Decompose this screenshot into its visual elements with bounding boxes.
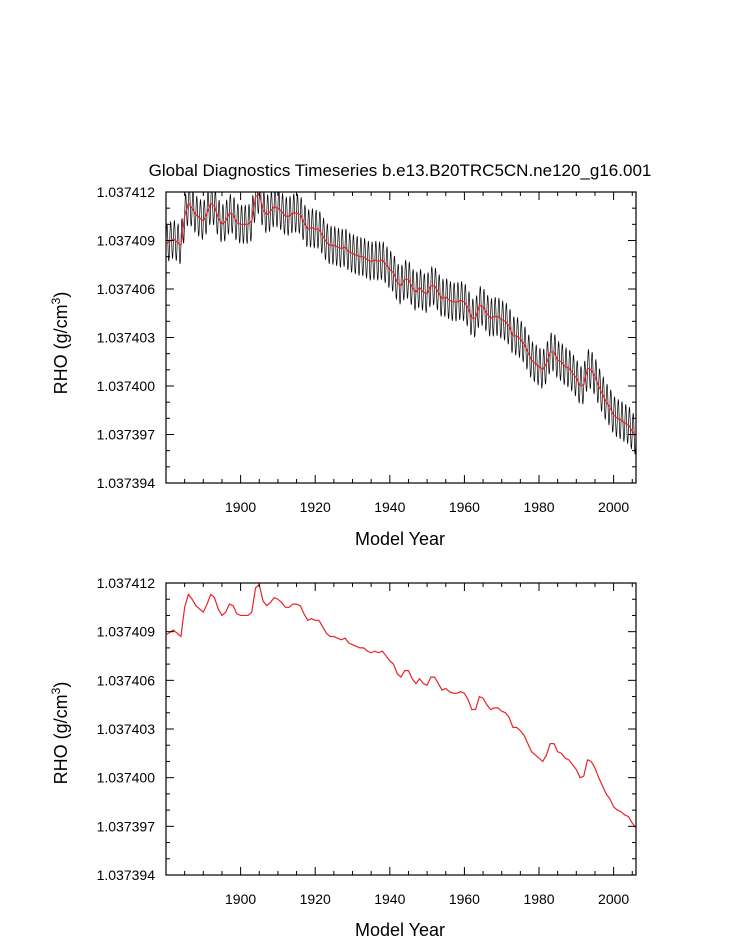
x-tick-label: 1900 <box>225 891 256 907</box>
top-annual-line <box>166 192 636 437</box>
bottom-y-axis-label-sup: 3 <box>49 687 63 694</box>
x-tick-label: 1940 <box>374 499 405 515</box>
figure-title: Global Diagnostics Timeseries b.e13.B20T… <box>149 161 652 180</box>
x-tick-label: 1960 <box>449 499 480 515</box>
y-tick-label: 1.037403 <box>97 330 156 346</box>
top-y-axis-label: RHO (g/cm3) <box>49 292 71 395</box>
y-tick-label: 1.037412 <box>97 184 156 200</box>
x-tick-label: 1960 <box>449 891 480 907</box>
y-tick-label: 1.037394 <box>97 867 156 883</box>
bottom-panel: 1.037394 1.037397 1.037400 1.037403 1.037406… <box>49 575 637 940</box>
x-tick-label: 1940 <box>374 891 405 907</box>
plot-frame <box>165 582 637 876</box>
monthly-series-line <box>166 192 636 455</box>
y-tick-label: 1.037403 <box>97 721 156 737</box>
x-tick-label: 2000 <box>598 499 629 515</box>
y-tick-label: 1.037409 <box>97 624 156 640</box>
top-x-ticks: 1900 1920 1940 1960 1980 2000 <box>165 192 633 515</box>
annual-series-line <box>166 192 636 437</box>
bottom-x-axis-label: Model Year <box>355 920 445 940</box>
y-tick-label: 1.037409 <box>97 233 156 249</box>
top-panel: 1.037394 1.037397 1.037400 1.037403 1.037406… <box>49 184 637 549</box>
x-tick-label: 1920 <box>300 499 331 515</box>
y-tick-label: 1.037412 <box>97 575 156 591</box>
annual-series-line <box>166 583 636 829</box>
top-monthly-line <box>166 192 636 455</box>
x-tick-label: 1980 <box>523 891 554 907</box>
top-x-axis-label: Model Year <box>355 529 445 549</box>
x-tick-label: 1920 <box>300 891 331 907</box>
x-tick-label: 2000 <box>598 891 629 907</box>
x-tick-label: 1980 <box>523 499 554 515</box>
bottom-plot-area <box>165 582 637 876</box>
bottom-y-axis-label: RHO (g/cm3) <box>49 682 71 785</box>
y-tick-label: 1.037400 <box>97 378 156 394</box>
top-y-ticks: 1.037394 1.037397 1.037400 1.037403 1.037406… <box>97 184 636 491</box>
bottom-x-ticks: 1900 1920 1940 1960 1980 2000 <box>165 583 633 907</box>
top-y-axis-label-sup: 3 <box>49 297 63 304</box>
bottom-y-ticks: 1.037394 1.037397 1.037400 1.037403 1.037406… <box>97 575 636 883</box>
y-tick-label: 1.037397 <box>97 427 156 443</box>
y-tick-label: 1.037400 <box>97 770 156 786</box>
x-tick-label: 1900 <box>225 499 256 515</box>
y-tick-label: 1.037394 <box>97 475 156 491</box>
y-tick-label: 1.037406 <box>97 281 156 297</box>
y-tick-label: 1.037397 <box>97 818 156 834</box>
bottom-annual-line <box>166 583 636 829</box>
y-tick-label: 1.037406 <box>97 672 156 688</box>
